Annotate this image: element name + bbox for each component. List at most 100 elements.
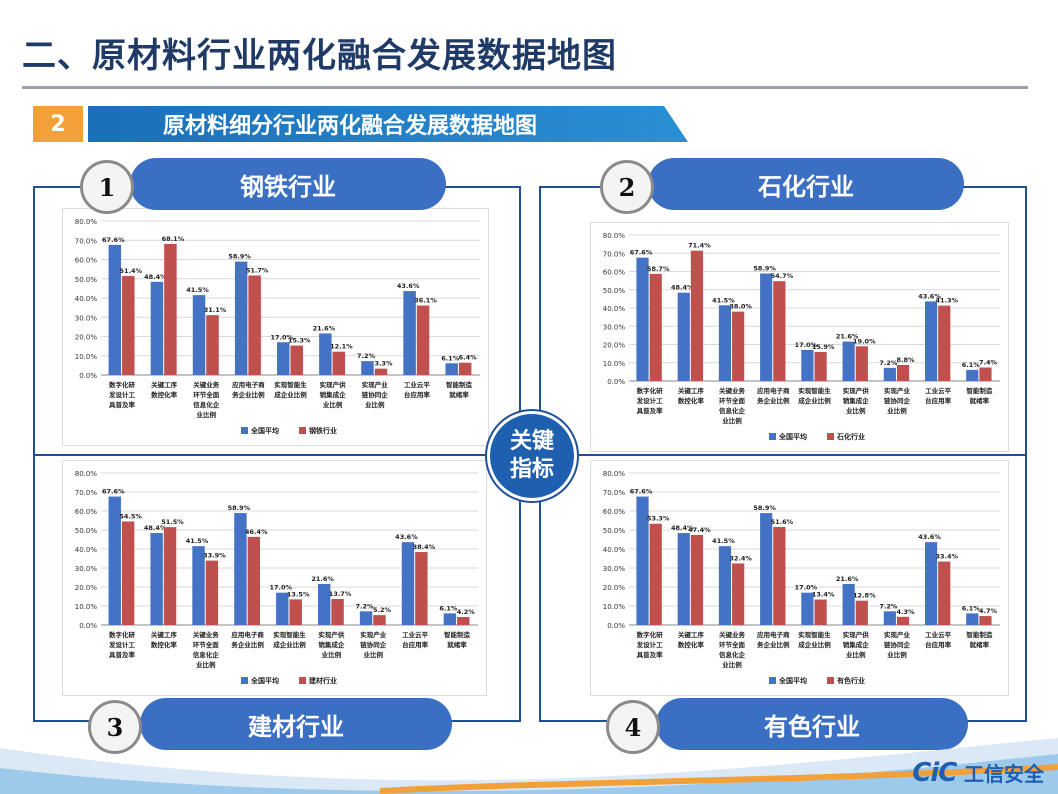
x-tick-label: 关键业务环节全面信息化企业比例 xyxy=(719,386,746,425)
data-label: 17.0% xyxy=(795,341,818,349)
section-title-banner: 原材料细分行业两化融合发展数据地图 xyxy=(88,106,688,142)
x-tick-label: 智能制造就绪率 xyxy=(966,386,993,405)
x-tick-label: 数字化研发设计工具普及率 xyxy=(108,380,136,409)
data-label: 3.3% xyxy=(374,360,393,368)
bar xyxy=(924,542,938,625)
y-tick-label: 20.0% xyxy=(75,584,98,592)
bar xyxy=(801,592,814,625)
x-tick-label: 工业云平台应用率 xyxy=(404,380,431,399)
bar xyxy=(801,349,814,381)
bar xyxy=(403,291,416,375)
y-tick-label: 30.0% xyxy=(75,565,98,573)
y-tick-label: 10.0% xyxy=(603,603,626,611)
bar xyxy=(277,342,290,375)
x-tick-label: 关键业务环节全面信息化企业比例 xyxy=(193,380,220,419)
bar xyxy=(443,613,457,625)
legend-label: 全国平均 xyxy=(250,426,279,435)
bar xyxy=(276,592,289,625)
bar xyxy=(163,527,177,625)
bar xyxy=(979,367,992,381)
y-tick-label: 10.0% xyxy=(75,603,98,611)
legend-swatch xyxy=(769,677,776,684)
bar xyxy=(374,368,388,375)
bar xyxy=(649,273,662,381)
bar xyxy=(690,250,704,381)
y-tick-label: 20.0% xyxy=(603,584,626,592)
data-label: 58.9% xyxy=(228,253,251,261)
data-label: 41.5% xyxy=(186,537,209,545)
data-label: 67.6% xyxy=(630,488,653,496)
data-label: 6.1% xyxy=(962,361,981,369)
data-label: 7.2% xyxy=(879,602,898,610)
data-label: 17.0% xyxy=(270,584,293,592)
y-tick-label: 70.0% xyxy=(75,489,98,497)
data-label: 7.2% xyxy=(357,352,376,360)
bar xyxy=(718,305,732,381)
section-title: 原材料细分行业两化融合发展数据地图 xyxy=(163,114,538,139)
x-tick-label: 关键工序数控化率 xyxy=(678,386,705,405)
panel-label-steel: 钢铁行业 xyxy=(130,158,446,210)
x-tick-label: 实现产供销集成企业比例 xyxy=(320,380,347,409)
data-label: 6.4% xyxy=(459,354,478,362)
x-tick-label: 实现产供销集成企业比例 xyxy=(843,386,870,415)
x-tick-label: 实现产业链协同企业比例 xyxy=(359,630,387,659)
y-tick-label: 10.0% xyxy=(603,360,626,368)
y-tick-label: 80.0% xyxy=(603,232,626,240)
x-tick-label: 应用电子商务企业比例 xyxy=(757,386,790,405)
bar xyxy=(319,333,332,375)
chart-2-svg: 0.0% 10.0% 20.0% 30.0% 40.0% 50.0% 60.0% 70.0% 8… xyxy=(603,232,1000,441)
data-label: 43.6% xyxy=(395,533,418,541)
bar xyxy=(896,364,910,381)
bar xyxy=(361,361,374,375)
legend-label: 全国平均 xyxy=(778,676,807,685)
chart-panel-4: 0.0% 10.0% 20.0% 30.0% 40.0% 50.0% 60.0% 70.0% 8… xyxy=(590,460,1009,696)
bar xyxy=(234,513,247,625)
bar xyxy=(192,546,205,625)
bar xyxy=(773,526,786,625)
data-label: 19.0% xyxy=(853,337,876,345)
y-tick-label: 50.0% xyxy=(75,527,98,535)
key-indicators-badge: 关键指标 xyxy=(487,411,577,501)
bar xyxy=(690,534,704,625)
x-tick-label: 关键工序数控化率 xyxy=(151,630,178,649)
bar xyxy=(966,613,979,625)
footer-wave-decoration xyxy=(0,738,1058,794)
data-label: 8.8% xyxy=(897,356,916,364)
y-tick-label: 80.0% xyxy=(75,470,98,478)
bar xyxy=(966,369,979,381)
x-tick-label: 数字化研发设计工具普及率 xyxy=(108,630,136,659)
bar xyxy=(192,295,206,375)
data-label: 48.4% xyxy=(671,524,694,532)
bar xyxy=(636,257,649,381)
bar xyxy=(248,275,261,375)
data-label: 15.3% xyxy=(288,337,311,345)
key-indicators-label: 关键指标 xyxy=(509,429,554,482)
x-tick-label: 关键工序数控化率 xyxy=(678,630,705,649)
data-label: 58.9% xyxy=(753,504,776,512)
legend-swatch xyxy=(827,677,834,684)
legend-swatch xyxy=(769,433,776,440)
data-label: 41.5% xyxy=(712,537,735,545)
y-tick-label: 40.0% xyxy=(75,546,98,554)
data-label: 54.7% xyxy=(771,272,794,280)
data-label: 67.6% xyxy=(102,236,125,244)
bar xyxy=(855,600,868,625)
bar xyxy=(458,362,472,375)
data-label: 13.7% xyxy=(329,590,352,598)
bar xyxy=(359,611,373,625)
y-tick-label: 80.0% xyxy=(75,218,98,226)
x-tick-label: 关键工序数控化率 xyxy=(151,380,178,399)
data-label: 7.2% xyxy=(879,359,898,367)
y-tick-label: 0.0% xyxy=(79,372,97,380)
bar xyxy=(234,261,248,375)
panel-label-building-materials: 建材行业 xyxy=(140,698,452,750)
chart-3-svg: 0.0% 10.0% 20.0% 30.0% 40.0% 50.0% 60.0% 70.0% 8… xyxy=(75,470,478,685)
data-label: 48.4% xyxy=(144,524,167,532)
y-tick-label: 0.0% xyxy=(607,378,625,386)
data-label: 6.1% xyxy=(962,604,981,612)
panel-number-1: 1 xyxy=(80,160,134,214)
x-tick-label: 工业云平台应用率 xyxy=(925,386,952,405)
legend-swatch xyxy=(299,677,306,684)
y-tick-label: 0.0% xyxy=(607,622,625,630)
data-label: 51.5% xyxy=(161,518,184,526)
